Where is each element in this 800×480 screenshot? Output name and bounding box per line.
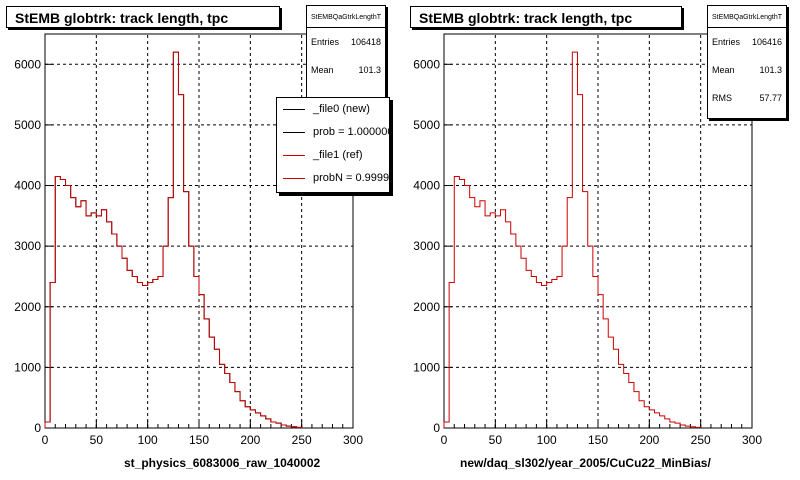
left-x-tick-label: 150 [189,433,209,447]
right-stats-name: StEMBQaGtrkLengthT [708,6,786,28]
legend-entry-file1: _file1 (ref) [277,144,389,167]
left-x-tick-label: 0 [42,433,49,447]
left-x-tick-label: 100 [138,433,158,447]
right-x-tick-label: 150 [588,433,608,447]
right-series-0-histogram [443,51,702,428]
right-stats-box: StEMBQaGtrkLengthT Entries 106416 Mean 101… [707,5,787,119]
legend-entry-file0: _file0 (new) [277,98,389,121]
left-y-tick-label: 0 [34,421,41,435]
legend-swatch [283,155,305,156]
right-plot-title: StEMB globtrk: track length, tpc [410,6,682,28]
left-x-tick-label: 50 [90,433,104,447]
right-x-tick-label: 250 [691,433,711,447]
left-stats-name: StEMBQaGtrkLengthT [307,6,385,28]
left-y-tick-label: 4000 [14,179,41,193]
left-legend: _file0 (new) prob = 1.000000 _file1 (ref… [276,97,390,193]
right-stats-rms: RMS 57.77 [712,93,782,103]
right-y-tick-label: 0 [433,421,440,435]
right-y-tick-label: 6000 [413,57,440,71]
right-stats-mean: Mean 101.3 [712,65,782,75]
right-y-tick-label: 1000 [413,360,440,374]
left-series-1-histogram [44,51,303,428]
right-plot-frame [443,33,753,429]
left-y-tick-label: 3000 [14,239,41,253]
right-stats-entries: Entries 106416 [712,37,782,47]
right-x-tick-label: 200 [639,433,659,447]
right-x-axis-label: new/daq_sl302/year_2005/CuCu22_MinBias/ [460,456,711,470]
left-stats-box: StEMBQaGtrkLengthT Entries 106418 Mean 101… [306,5,386,100]
right-y-tick-label: 4000 [413,179,440,193]
right-y-tick-label: 3000 [413,239,440,253]
right-x-tick-label: 50 [489,433,503,447]
left-plot-title: StEMB globtrk: track length, tpc [6,6,280,28]
legend-entry-prob: prob = 1.000000 [277,121,389,144]
left-x-tick-label: 200 [240,433,260,447]
legend-entry-probn: probN = 0.999999 [277,167,389,190]
left-x-axis-label: st_physics_6083006_raw_1040002 [124,456,321,470]
legend-swatch [283,109,305,110]
left-x-tick-label: 300 [343,433,363,447]
legend-swatch [283,132,305,133]
right-x-tick-label: 300 [742,433,762,447]
left-y-tick-label: 1000 [14,360,41,374]
legend-swatch [283,178,305,179]
right-y-tick-label: 5000 [413,118,440,132]
right-x-tick-label: 0 [441,433,448,447]
left-y-tick-label: 6000 [14,57,41,71]
left-stats-mean: Mean 101.3 [311,65,381,75]
left-stats-entries: Entries 106418 [311,37,381,47]
right-x-tick-label: 100 [537,433,557,447]
left-x-tick-label: 250 [292,433,312,447]
left-y-tick-label: 2000 [14,300,41,314]
left-y-tick-label: 5000 [14,118,41,132]
right-y-tick-label: 2000 [413,300,440,314]
